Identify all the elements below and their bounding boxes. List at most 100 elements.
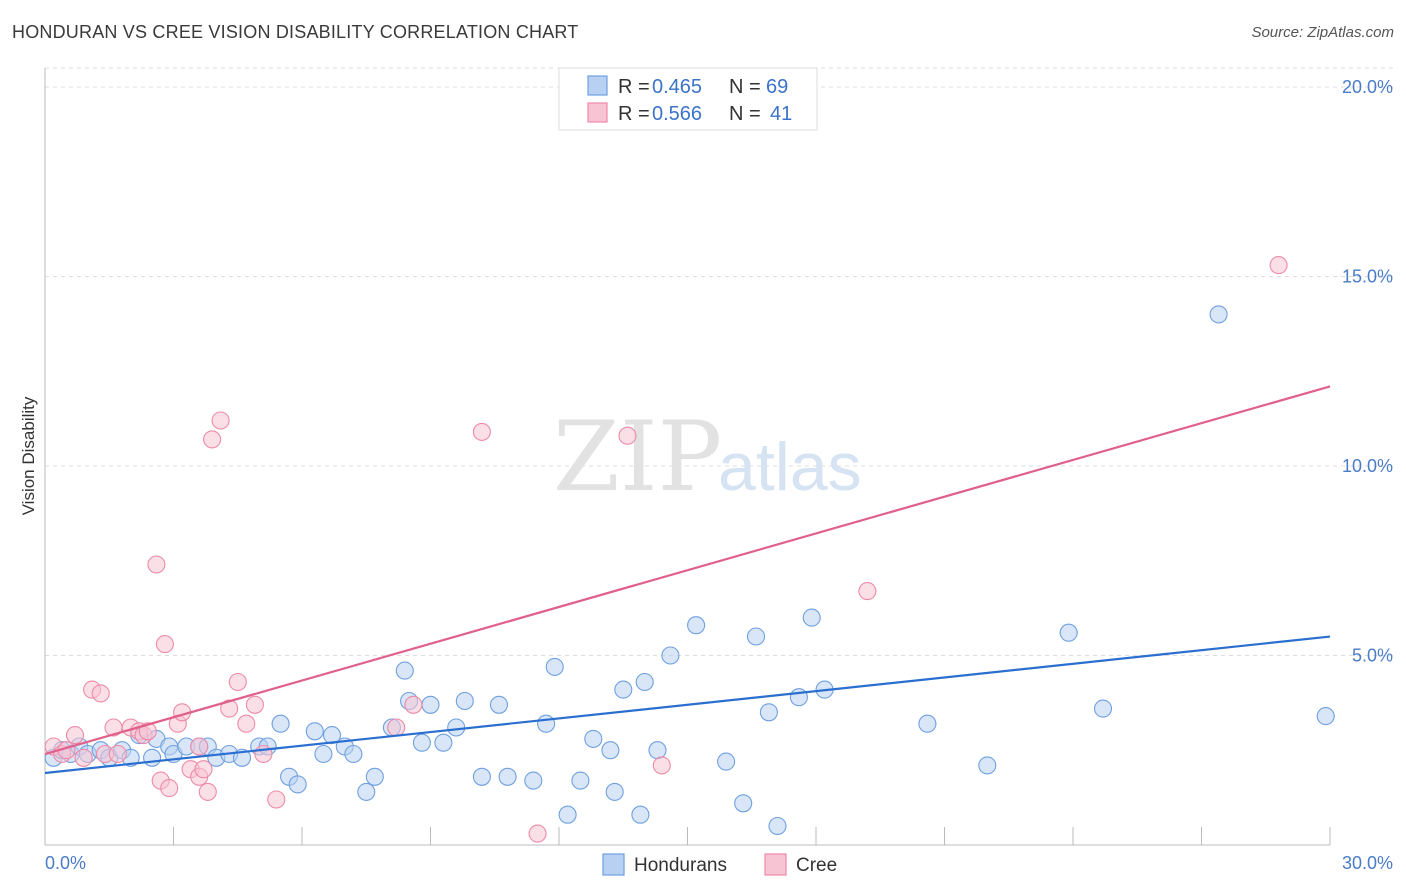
trend-lines [44, 385, 1331, 775]
honduran-trend-line [44, 635, 1331, 775]
cree-point [228, 672, 247, 692]
honduran-point [357, 782, 376, 801]
honduran-point [584, 729, 603, 748]
honduran-point [648, 741, 667, 760]
cree-point [91, 684, 110, 703]
x-tick-labels: 0.0% 30.0% [45, 853, 1393, 873]
cree-trend-line [44, 385, 1331, 756]
honduran-point [605, 782, 624, 801]
cree-point [472, 422, 491, 441]
honduran-point [687, 616, 706, 635]
honduran-point [537, 714, 556, 733]
honduran-point [455, 691, 474, 711]
hondurans-r-value: 0.465 [652, 76, 702, 98]
honduran-point [1093, 699, 1113, 718]
honduran-point [746, 627, 766, 646]
hondurans-r-label: R = [618, 76, 650, 98]
honduran-point [434, 733, 453, 752]
cree-r-value: 0.566 [652, 103, 702, 125]
y-tick-label: 20.0% [1342, 77, 1393, 97]
x-tick-label-min: 0.0% [45, 853, 86, 873]
cree-point [194, 760, 213, 779]
legend-cree-swatch [764, 853, 787, 876]
honduran-point [271, 714, 290, 733]
cree-point [160, 779, 179, 798]
hondurans-n-label: N = [729, 76, 761, 98]
chart-source: Source: ZipAtlas.com [1251, 24, 1394, 41]
hondurans-n-value: 69 [766, 76, 788, 98]
honduran-point [545, 657, 564, 676]
honduran-point [143, 748, 162, 767]
honduran-point [802, 608, 821, 627]
honduran-point [558, 805, 577, 824]
honduran-point [489, 695, 509, 714]
honduran-point [978, 756, 997, 775]
honduran-point [571, 771, 590, 790]
honduran-point [344, 744, 363, 764]
cree-point [74, 748, 93, 767]
axes [44, 68, 1331, 846]
honduran-point [717, 752, 736, 771]
y-tick-label: 10.0% [1342, 456, 1393, 476]
honduran-point [759, 703, 778, 722]
honduran-point [1209, 305, 1228, 324]
legend-cree-label: Cree [796, 855, 837, 876]
legend-hondurans-swatch [602, 853, 625, 876]
cree-point [211, 411, 230, 430]
chart-title: HONDURAN VS CREE VISION DISABILITY CORRE… [12, 22, 579, 42]
cree-point [254, 744, 273, 764]
honduran-point [395, 661, 414, 680]
cree-point [387, 718, 406, 737]
gridlines [45, 67, 1395, 656]
cree-point [652, 756, 671, 775]
watermark-atlas: atlas [718, 429, 862, 505]
honduran-point [447, 718, 466, 737]
honduran-point [421, 695, 440, 714]
scatter-points [44, 256, 1335, 843]
y-tick-labels: 5.0% 10.0% 15.0% 20.0% [1342, 77, 1393, 666]
cree-point [237, 714, 256, 733]
x-tick-label-max: 30.0% [1342, 853, 1393, 873]
stats-legend: R = 0.465 N = 69 R = 0.566 N = 41 [558, 67, 818, 131]
y-tick-label: 5.0% [1352, 645, 1393, 665]
cree-point [618, 426, 637, 445]
cree-point [198, 782, 217, 801]
honduran-point [288, 775, 307, 794]
cree-point [404, 695, 423, 714]
y-tick-label: 15.0% [1342, 266, 1393, 286]
cree-point [267, 790, 286, 809]
cree-swatch [587, 102, 608, 123]
honduran-point [631, 805, 650, 824]
legend-hondurans-label: Hondurans [634, 855, 727, 876]
honduran-point [768, 816, 787, 836]
honduran-point [1316, 707, 1335, 726]
honduran-point [918, 714, 937, 733]
y-axis-label: Vision Disability [19, 396, 38, 515]
cree-point [220, 699, 239, 718]
honduran-point [412, 733, 431, 752]
honduran-point [524, 771, 543, 790]
cree-point [1269, 256, 1288, 275]
honduran-point [614, 680, 633, 699]
cree-n-label: N = [729, 103, 761, 125]
honduran-point [498, 767, 517, 786]
cree-point [190, 737, 209, 756]
honduran-point [661, 646, 680, 665]
cree-point [108, 744, 127, 764]
series-legend: Hondurans Cree [602, 853, 837, 876]
watermark-zip: ZIP [553, 401, 722, 513]
honduran-point [314, 744, 333, 764]
honduran-point [601, 741, 620, 760]
cree-point [203, 430, 222, 449]
cree-point [138, 722, 157, 741]
cree-point [528, 824, 547, 843]
honduran-point [472, 767, 491, 786]
cree-n-value: 41 [770, 103, 792, 125]
cree-point [155, 635, 174, 654]
honduran-point [635, 672, 654, 692]
watermark: ZIP atlas [553, 401, 862, 513]
honduran-point [734, 794, 753, 813]
cree-point [858, 582, 877, 601]
cree-r-label: R = [618, 103, 650, 125]
